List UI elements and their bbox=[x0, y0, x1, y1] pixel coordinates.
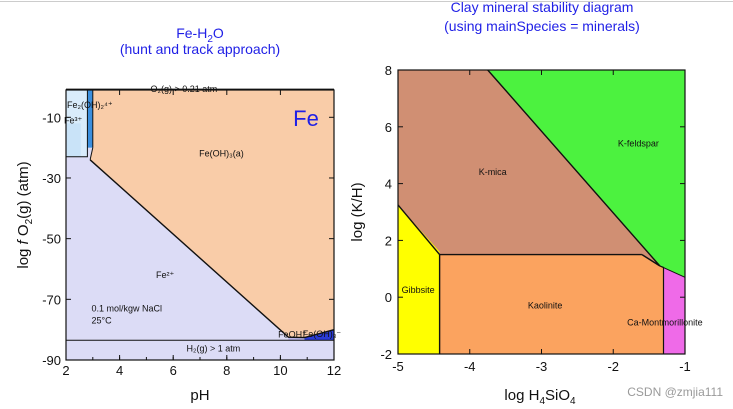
kmica-region bbox=[398, 70, 660, 266]
feoh-label: FeOH⁺ bbox=[278, 330, 307, 340]
kaolinite-label: Kaolinite bbox=[528, 301, 563, 311]
clay-chart-subtitle: (using mainSpecies = minerals) bbox=[444, 18, 640, 34]
clay-y-tick-label: -2 bbox=[380, 347, 392, 362]
kmica-label: K-mica bbox=[479, 167, 507, 177]
fe3-label: Fe³⁺ bbox=[64, 115, 83, 125]
clay-x-tick-label: -5 bbox=[392, 359, 404, 374]
fe-y-tick-label: -70 bbox=[42, 292, 61, 307]
watermark: CSDN @zmjia111 bbox=[627, 385, 723, 399]
fe-y-tick-label: -30 bbox=[42, 171, 61, 186]
fe2-label: Fe²⁺ bbox=[156, 270, 175, 280]
clay-x-tick-label: -1 bbox=[679, 359, 691, 374]
fe2oh2-label: Fe₂(OH)₂⁴⁺ bbox=[67, 100, 113, 110]
montmorillonite-region bbox=[659, 266, 685, 354]
montmorillonite-label: Ca-Montmorillonite bbox=[627, 318, 703, 328]
fe-y-axis-label: log f O2(g) (atm) bbox=[15, 161, 35, 268]
fe-acid-boundary bbox=[66, 89, 88, 158]
fe-x-tick-label: 12 bbox=[327, 363, 341, 378]
feoh3-region bbox=[90, 89, 334, 338]
fe-acid-boundary-3 bbox=[89, 147, 94, 160]
gibbsite-label: Gibbsite bbox=[402, 285, 435, 295]
clay-y-tick-label: 0 bbox=[385, 290, 392, 305]
fe-y-tick-label: -50 bbox=[42, 232, 61, 247]
fe3-region bbox=[66, 123, 81, 157]
fe-y-tick-label: -10 bbox=[42, 110, 61, 125]
clay-x-tick-label: -3 bbox=[536, 359, 548, 374]
kaolinite-region bbox=[439, 254, 664, 354]
fe2-fe3-boundary bbox=[89, 159, 335, 339]
fe-h2o-chart: Fe-H2O (hunt and track approach) 2 4 6 8 10 1… bbox=[15, 25, 341, 404]
clay-chart-title: Clay mineral stability diagram bbox=[451, 0, 634, 15]
fe-plot-area: 2 4 6 8 10 12 -10 -30 -50 -70 -90 Fe(OH)₃(a) Fe²⁺ Fe₂… bbox=[42, 84, 341, 378]
top-rule bbox=[0, 1, 733, 2]
fe-x-tick-label: 2 bbox=[62, 363, 69, 378]
condition-label: 0.1 mol/kgw NaCl bbox=[91, 303, 162, 313]
o2-limit-label: O₂(g) > 0.21 atm bbox=[151, 84, 218, 94]
clay-chart: Clay mineral stability diagram (using ma… bbox=[349, 0, 703, 407]
feoh2-strip bbox=[87, 89, 93, 148]
kfeldspar-label: K-feldspar bbox=[618, 139, 659, 149]
clay-y-axis-label: log (K/H) bbox=[349, 182, 366, 241]
clay-y-tick-label: 2 bbox=[385, 233, 392, 248]
clay-y-tick-label: 4 bbox=[385, 177, 392, 192]
fe-chart-title: Fe-H2O bbox=[176, 25, 224, 45]
fe-y-tick-label: -90 bbox=[42, 353, 61, 368]
clay-y-tick-label: 8 bbox=[385, 63, 392, 78]
feoh3minus-label: Fe(OH)₃⁻ bbox=[303, 329, 342, 339]
condition-label: 25°C bbox=[91, 316, 112, 326]
clay-x-axis-label: log H4SiO4 bbox=[504, 387, 576, 407]
h2-limit-label: H₂(g) > 1 atm bbox=[187, 343, 241, 353]
feoh3-label: Fe(OH)₃(a) bbox=[199, 149, 244, 159]
clay-plot-area: -5 -4 -3 -2 -1 8 6 4 2 0 -2 K-feldspar K-mica Gibbsit… bbox=[380, 63, 702, 374]
clay-y-tick-label: 6 bbox=[385, 120, 392, 135]
fe-x-axis-label: pH bbox=[190, 387, 209, 404]
fe-x-tick-label: 8 bbox=[223, 363, 230, 378]
montmorillonite-boundary-2 bbox=[659, 265, 686, 278]
fe-x-tick-label: 4 bbox=[116, 363, 123, 378]
fe-chart-subtitle: (hunt and track approach) bbox=[120, 41, 280, 57]
fe-x-tick-label: 10 bbox=[273, 363, 287, 378]
clay-x-tick-label: -4 bbox=[464, 359, 476, 374]
gibbsite-kmica-boundary bbox=[397, 204, 441, 256]
fe-x-tick-label: 6 bbox=[170, 363, 177, 378]
clay-x-tick-label: -2 bbox=[607, 359, 619, 374]
fe-element-label: Fe bbox=[293, 106, 319, 131]
